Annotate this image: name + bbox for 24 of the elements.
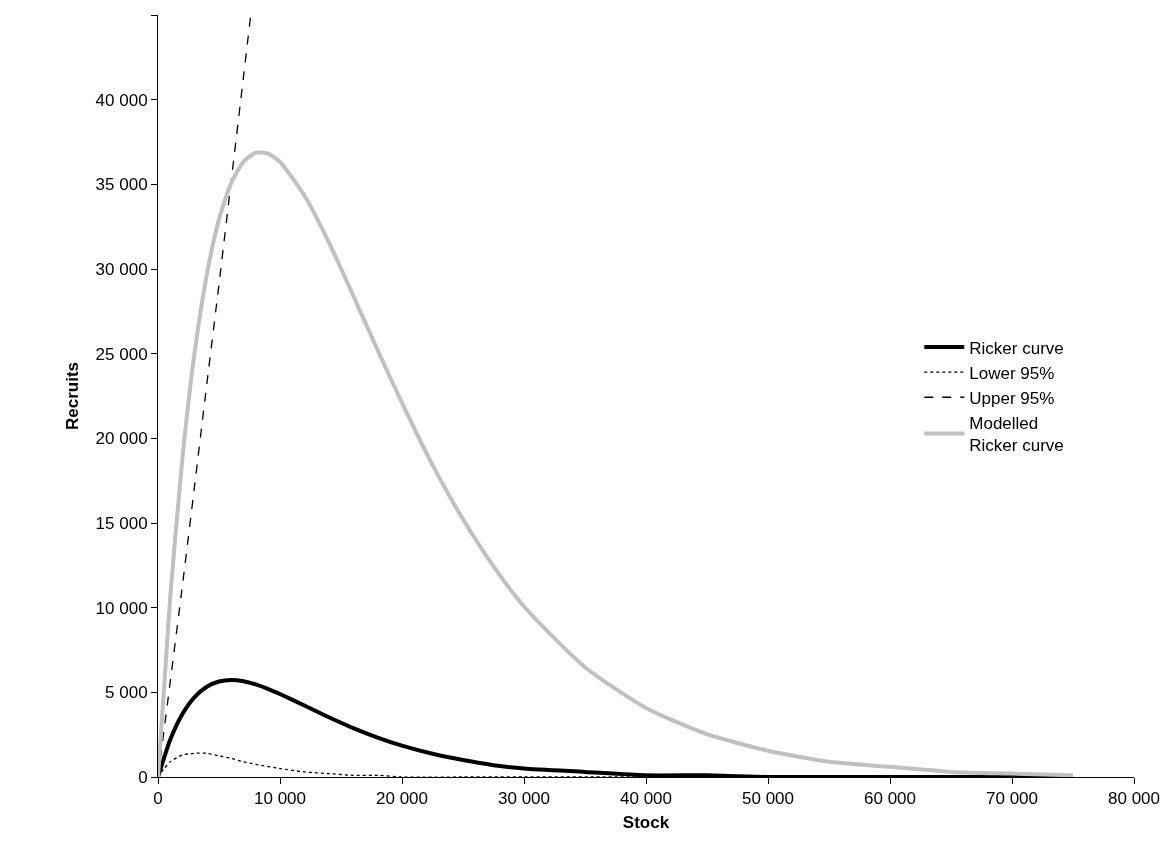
legend-label: Upper 95% (969, 388, 1055, 408)
x-tick-label: 80 000 (1108, 789, 1160, 809)
y-tick-label: 25 000 (95, 344, 148, 364)
y-tick-label: 20 000 (95, 429, 148, 449)
x-tick-label: 70 000 (986, 789, 1038, 809)
y-tick-label: 35 000 (95, 175, 148, 195)
y-tick-label: 10 000 (95, 598, 148, 618)
y-tick-label: 40 000 (95, 90, 148, 110)
x-tick-label: 20 000 (376, 789, 428, 809)
legend-label: Lower 95% (969, 363, 1055, 383)
y-tick-label: 5 000 (105, 683, 148, 703)
x-tick-label: 50 000 (742, 789, 794, 809)
x-tick-label: 0 (153, 789, 163, 809)
y-tick-label: 30 000 (95, 259, 148, 279)
y-axis-title: Recruits (63, 361, 83, 431)
x-tick-label: 30 000 (498, 789, 550, 809)
x-tick-label: 40 000 (620, 789, 672, 809)
y-tick-label: 15 000 (95, 513, 148, 533)
legend-label: Ricker curve (969, 338, 1064, 358)
y-tick-label: 0 (138, 767, 148, 787)
legend-label: Modelled Ricker curve (969, 413, 1064, 456)
x-tick-label: 10 000 (254, 789, 306, 809)
x-axis-title: Stock (622, 812, 670, 832)
x-tick-label: 60 000 (864, 789, 916, 809)
